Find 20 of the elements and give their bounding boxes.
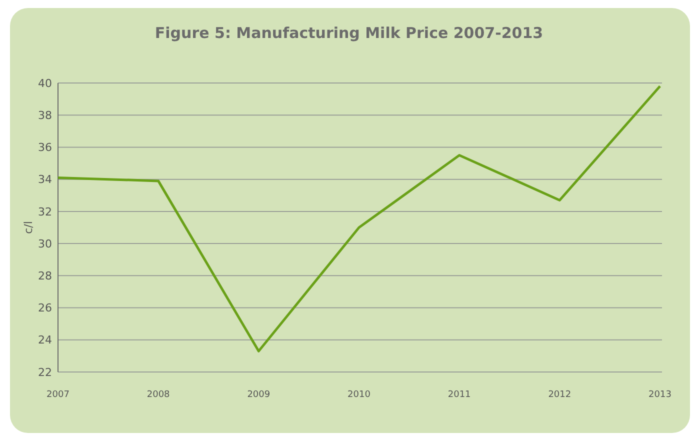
y-tick-label: 30 <box>38 237 52 250</box>
y-tick-label: 32 <box>38 205 52 218</box>
y-tick-label: 40 <box>38 76 52 90</box>
y-tick-label: 26 <box>38 302 52 315</box>
line-series <box>56 84 662 352</box>
x-tick-label: 2007 <box>46 390 70 400</box>
y-tick-label: 28 <box>38 270 52 283</box>
y-tick-label: 36 <box>38 141 52 154</box>
y-tick-label: 34 <box>38 173 52 186</box>
y-tick-label: 22 <box>38 366 52 379</box>
y-axis-title: c/l <box>22 221 35 234</box>
y-tick-label: 24 <box>38 334 52 347</box>
y-tick-label: 38 <box>38 108 52 122</box>
x-tick-label: 2008 <box>146 390 170 400</box>
x-tick-label: 2009 <box>247 390 270 400</box>
x-tick-label: 2010 <box>348 390 371 400</box>
chart-title: Figure 5: Manufacturing Milk Price 2007-2013 <box>154 24 544 42</box>
x-tick-label: 2013 <box>648 390 672 400</box>
x-tick-label: 2011 <box>448 390 471 400</box>
x-tick-label: 2012 <box>548 390 572 400</box>
